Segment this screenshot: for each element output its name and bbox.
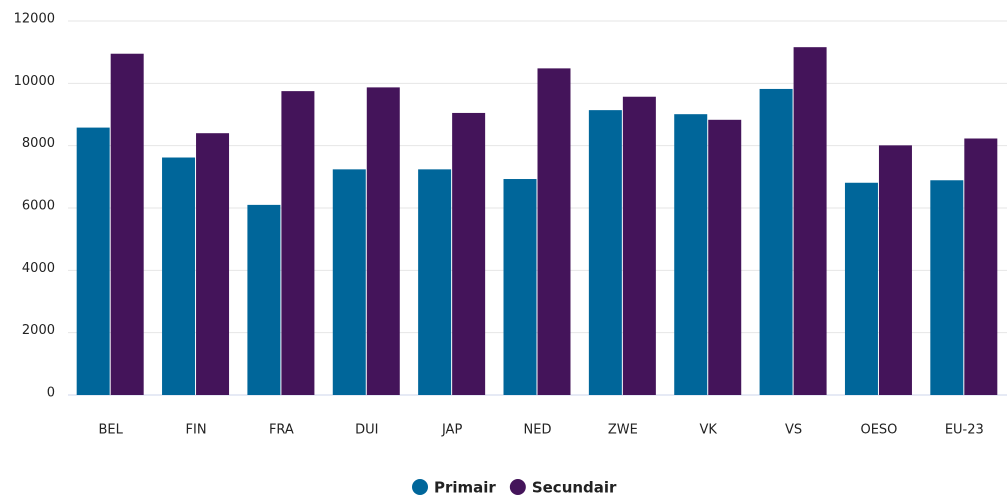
x-tick-label: NED [524,423,552,438]
bar [281,91,315,395]
y-tick-label: 2000 [22,323,55,338]
bar [247,204,281,395]
bar [844,182,878,395]
bar [366,87,400,395]
x-tick-label: FIN [186,423,207,438]
x-tick-label: EU-23 [945,423,984,438]
bar [759,88,793,396]
x-tick-label: VK [700,423,718,438]
y-tick-label: 10000 [14,74,55,89]
y-tick-label: 12000 [14,12,55,27]
y-tick-label: 8000 [22,136,55,151]
bar [332,169,366,395]
bar [674,114,708,396]
legend-swatch [509,479,526,495]
bar [708,119,742,395]
bar [110,53,144,395]
legend-label: Primair [434,479,496,496]
bar [503,179,537,395]
bar [964,138,998,395]
bar [196,133,230,395]
bar [537,68,571,395]
x-tick-label: DUI [355,423,378,438]
y-tick-label: 0 [47,386,55,401]
x-tick-label: BEL [98,423,123,438]
legend-label: Secundair [532,479,617,496]
bar [622,96,656,396]
bar [793,47,827,396]
x-tick-label: FRA [269,423,294,438]
bar [452,112,486,396]
bar [588,110,622,396]
x-tick-label: OESO [860,423,897,438]
bar [930,180,964,395]
bar [878,145,912,395]
bar [76,127,110,395]
y-tick-label: 6000 [22,199,55,214]
x-tick-label: VS [785,423,802,438]
bar [418,169,452,395]
y-tick-label: 4000 [22,261,55,276]
legend-swatch [412,479,428,495]
bar [162,157,196,395]
x-tick-label: JAP [441,423,462,438]
x-tick-label: ZWE [608,423,638,438]
